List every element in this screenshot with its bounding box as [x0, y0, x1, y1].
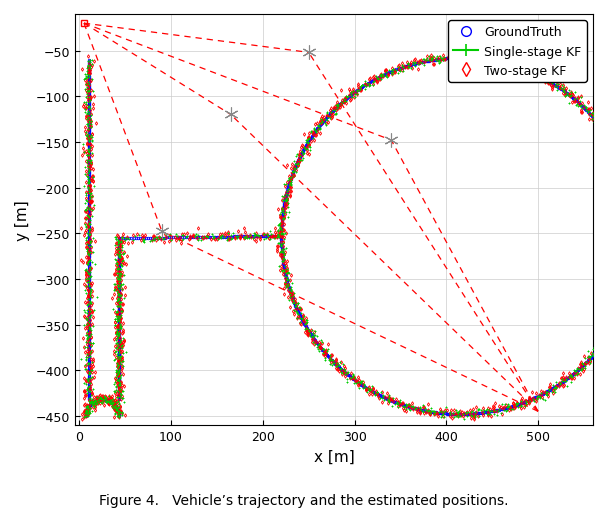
Two-stage KF [85, 54, 92, 61]
Two-stage KF [106, 395, 114, 401]
Two-stage KF [482, 50, 489, 56]
Legend: GroundTruth, Single-stage KF, Two-stage KF: GroundTruth, Single-stage KF, Two-stage … [448, 21, 587, 82]
GroundTruth [457, 55, 464, 62]
Two-stage KF [470, 416, 477, 422]
GroundTruth [104, 398, 111, 404]
Y-axis label: y [m]: y [m] [15, 200, 30, 240]
Single-stage KF [467, 409, 474, 415]
Single-stage KF [282, 230, 289, 236]
Line: Two-stage KF: Two-stage KF [80, 52, 608, 420]
Single-stage KF [112, 349, 120, 355]
Two-stage KF [272, 233, 279, 239]
Single-stage KF [503, 408, 510, 414]
GroundTruth [467, 411, 474, 417]
Line: GroundTruth: GroundTruth [85, 58, 608, 417]
X-axis label: x [m]: x [m] [314, 448, 354, 464]
Two-stage KF [463, 409, 471, 415]
Single-stage KF [460, 416, 468, 422]
Two-stage KF [113, 345, 120, 351]
Single-stage KF [105, 398, 112, 404]
Two-stage KF [82, 189, 89, 195]
GroundTruth [115, 347, 122, 353]
Text: Figure 4.   Vehicle’s trajectory and the estimated positions.: Figure 4. Vehicle’s trajectory and the e… [99, 493, 509, 507]
Single-stage KF [459, 51, 466, 58]
GroundTruth [496, 407, 503, 413]
Single-stage KF [86, 189, 93, 195]
GroundTruth [85, 188, 92, 194]
GroundTruth [82, 413, 89, 419]
GroundTruth [85, 58, 92, 64]
Line: Single-stage KF: Single-stage KF [80, 53, 608, 420]
GroundTruth [277, 234, 285, 240]
Two-stage KF [492, 400, 499, 406]
Single-stage KF [86, 58, 94, 64]
